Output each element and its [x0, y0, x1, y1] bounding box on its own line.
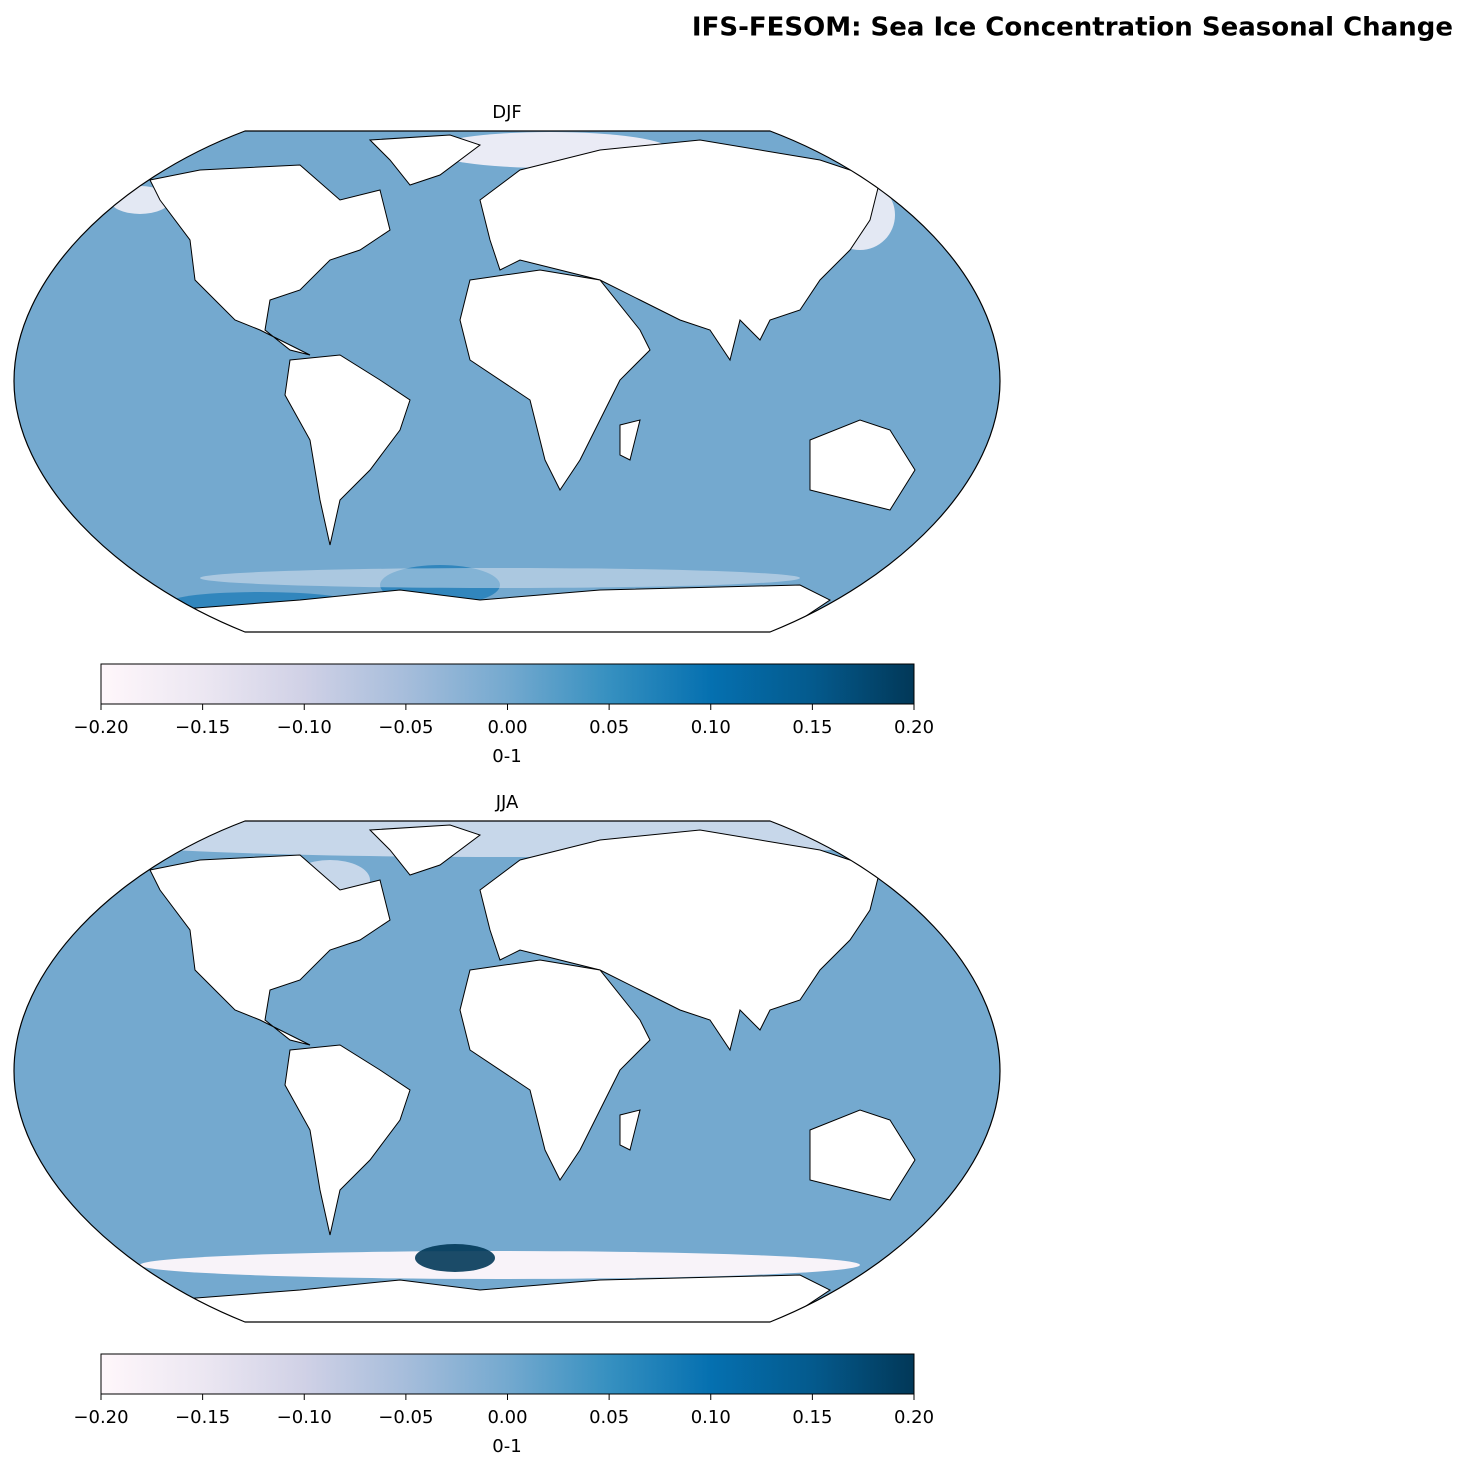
colorbar [100, 663, 915, 705]
map-title: DJF [492, 102, 522, 123]
map-title: JJA [495, 792, 519, 813]
ice-anomaly [140, 1251, 860, 1279]
colorbar-tick-label: −0.20 [73, 1407, 128, 1428]
colorbar-tick-label: 0.10 [691, 717, 731, 738]
colorbar-label: 0-1 [492, 1436, 521, 1457]
colorbar-tick-label: −0.15 [175, 717, 230, 738]
colorbar-tick-label: 0.00 [487, 717, 527, 738]
map [13, 130, 1001, 633]
colorbar-tick-label: 0.05 [589, 1407, 629, 1428]
colorbar-tick-label: −0.10 [277, 1407, 332, 1428]
ice-anomaly [200, 568, 800, 588]
colorbar-tick-label: −0.10 [277, 717, 332, 738]
colorbar-label: 0-1 [492, 746, 521, 767]
ice-anomaly [415, 1244, 495, 1272]
colorbar-tick-label: 0.15 [792, 1407, 832, 1428]
colorbar-tick-label: −0.20 [73, 717, 128, 738]
colorbar-tick-label: 0.20 [894, 1407, 934, 1428]
sea-ice-field [110, 132, 916, 632]
colorbar-tick-label: 0.15 [792, 717, 832, 738]
colorbar-tick-label: 0.20 [894, 717, 934, 738]
colorbar [100, 1353, 915, 1395]
map [13, 820, 1001, 1323]
colorbar-tick-label: −0.05 [378, 1407, 433, 1428]
map-outline [13, 820, 1001, 1323]
figure-title: IFS-FESOM: Sea Ice Concentration Seasona… [692, 13, 1453, 43]
colorbar-tick-label: −0.05 [378, 717, 433, 738]
colorbar-tick-label: −0.15 [175, 1407, 230, 1428]
sea-ice-field [50, 821, 950, 1322]
colorbar-tick-label: 0.10 [691, 1407, 731, 1428]
colorbar-tick-label: 0.00 [487, 1407, 527, 1428]
colorbar-tick-label: 0.05 [589, 717, 629, 738]
map-outline [13, 130, 1001, 633]
